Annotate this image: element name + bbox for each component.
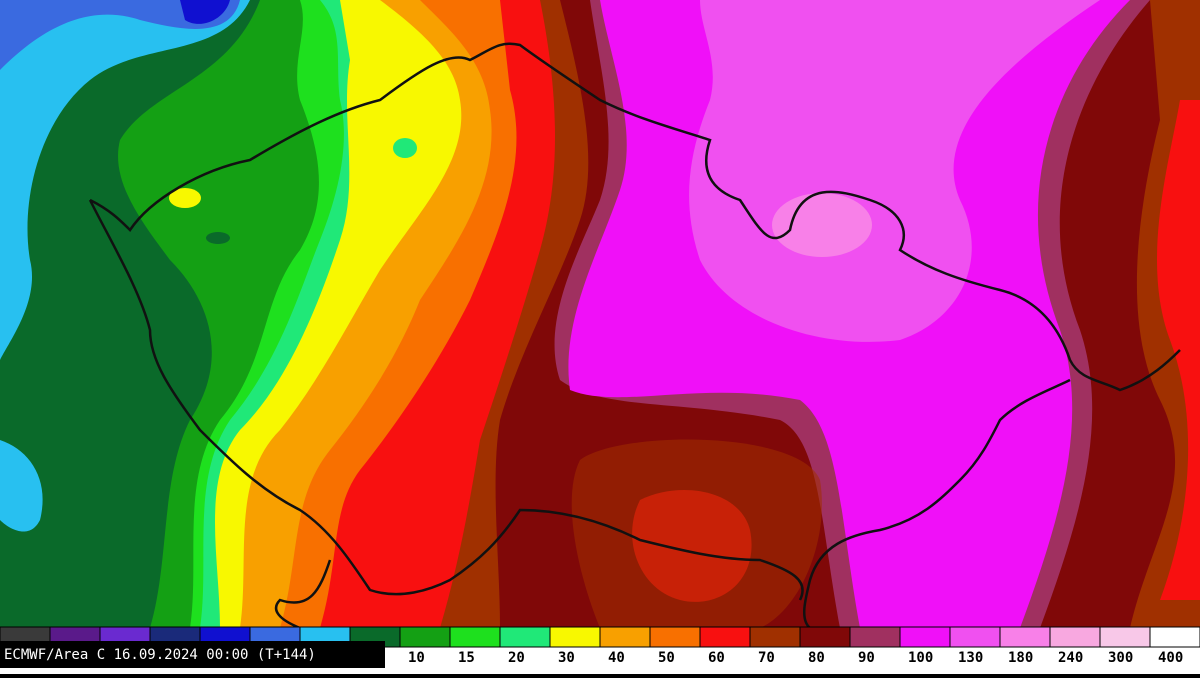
legend-swatch [399,626,451,648]
legend-label: 50 [658,650,675,666]
legend-swatch [449,626,501,648]
legend-swatch [599,626,651,648]
legend-swatch [949,626,1001,648]
legend-swatch [649,626,701,648]
legend-swatch [749,626,801,648]
legend-swatch [1049,626,1101,648]
legend-swatch [1099,626,1151,648]
legend-label: 40 [608,650,625,666]
legend-label: 70 [758,650,775,666]
legend-label: 100 [908,650,933,666]
legend-label: 80 [808,650,825,666]
legend-label: 130 [958,650,983,666]
legend-swatch [549,626,601,648]
legend-label: 30 [558,650,575,666]
legend-swatch [999,626,1051,648]
legend-label: 20 [508,650,525,666]
legend-swatch [899,626,951,648]
map-field [0,0,1200,628]
legend-swatch [499,626,551,648]
border-lines [88,42,1181,630]
legend-swatch [849,626,901,648]
caption-box [0,641,385,668]
legend-label: 10 [408,650,425,666]
legend-swatch [799,626,851,648]
legend-label: 90 [858,650,875,666]
legend-label: 300 [1108,650,1133,666]
legend-label: 60 [708,650,725,666]
caption: ECMWF/Area C 16.09.2024 00:00 (T+144) [4,647,316,663]
legend-label: 240 [1058,650,1083,666]
legend-swatch [699,626,751,648]
legend-swatch [1149,626,1200,648]
legend-label: 400 [1158,650,1183,666]
legend-label: 180 [1008,650,1033,666]
legend-label: 15 [458,650,475,666]
